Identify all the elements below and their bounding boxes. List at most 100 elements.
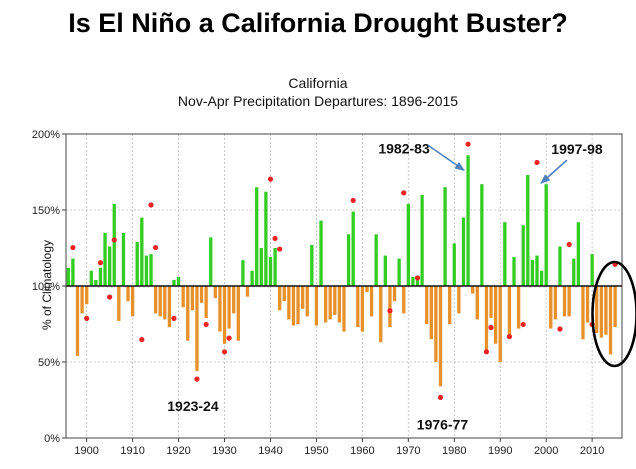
- bar-1935: [245, 286, 250, 297]
- bar-1981: [457, 286, 461, 314]
- bar-1925: [199, 286, 204, 303]
- bar-1973: [420, 194, 424, 286]
- bar-1979: [448, 286, 452, 324]
- bar-1947: [300, 286, 305, 309]
- annotation-label: 1976-77: [417, 416, 469, 432]
- bar-2012: [599, 286, 603, 338]
- bar-1910: [130, 286, 135, 317]
- x-tick-label: 1970: [396, 445, 420, 457]
- bar-1963: [374, 234, 378, 286]
- bar-1926: [204, 286, 208, 318]
- bar-2014: [608, 286, 613, 355]
- el-nino-marker-1919: [171, 315, 177, 321]
- bar-1965: [383, 255, 388, 286]
- y-tick-label: 0%: [44, 433, 60, 445]
- el-nino-marker-1900: [84, 315, 90, 321]
- bar-1961: [365, 286, 369, 293]
- el-nino-marker-1995: [520, 321, 526, 328]
- el-nino-marker-1906: [111, 237, 117, 243]
- bar-2011: [595, 286, 599, 334]
- bar-1936: [250, 270, 254, 286]
- axes: 0% 50% 100% 150% 200% 1900 1910 1920 1930 1940 195…: [32, 129, 623, 457]
- x-tick-label: 1990: [488, 445, 512, 457]
- el-nino-marker-2003: [557, 326, 563, 332]
- y-tick-label: 50%: [38, 357, 60, 369]
- bar-1918: [167, 286, 172, 328]
- el-nino-marker-1998: [534, 159, 540, 166]
- el-nino-marker-1924: [194, 376, 200, 382]
- el-nino-marker-1983: [465, 141, 471, 147]
- el-nino-marker-1987: [483, 349, 490, 355]
- bar-1906: [112, 203, 116, 286]
- bar-2004: [562, 286, 567, 317]
- x-tick-label: 1950: [304, 445, 328, 457]
- el-nino-marker-1926: [203, 321, 209, 328]
- bar-1914: [149, 254, 153, 286]
- bar-1952: [323, 286, 328, 323]
- bar-1909: [126, 286, 130, 302]
- y-tick-label: 100%: [32, 281, 60, 293]
- bar-1932: [232, 286, 236, 314]
- bar-1998: [535, 255, 539, 286]
- bar-1911: [135, 241, 139, 286]
- bar-1991: [503, 222, 507, 286]
- bar-1934: [241, 260, 245, 286]
- bar-1999: [539, 270, 544, 286]
- bar-1946: [296, 286, 300, 324]
- el-nino-markers: [70, 141, 618, 400]
- bar-1975: [429, 286, 433, 340]
- annotation-arrow: [427, 144, 465, 171]
- annotations: 1923-24 1976-77 1982-83 1997-98: [167, 140, 636, 432]
- bar-1988: [489, 286, 493, 318]
- bar-1920: [176, 276, 181, 286]
- bar-2008: [581, 286, 585, 340]
- bar-2015: [613, 286, 617, 328]
- bar-1927: [209, 237, 213, 286]
- bar-1987: [484, 286, 489, 352]
- el-nino-marker-1988: [488, 324, 494, 331]
- bar-1951: [319, 220, 323, 286]
- bar-1897: [71, 258, 75, 286]
- bar-1899: [80, 286, 84, 314]
- bar-1913: [144, 255, 149, 286]
- bar-1969: [402, 286, 406, 314]
- bar-1970: [406, 203, 410, 286]
- bar-1902: [94, 279, 98, 286]
- bar-1957: [346, 234, 351, 286]
- bar-1916: [158, 286, 162, 317]
- bar-1923: [190, 286, 195, 311]
- bar-1972: [415, 278, 420, 286]
- bar-1984: [471, 286, 475, 294]
- annotation-arrow: [540, 159, 568, 184]
- bar-1907: [117, 286, 121, 321]
- bar-1939: [264, 191, 268, 286]
- bar-1928: [213, 286, 217, 299]
- bars: [66, 155, 617, 387]
- bar-1971: [411, 276, 415, 286]
- bar-2007: [576, 222, 581, 286]
- bar-1986: [480, 184, 484, 286]
- bar-1908: [121, 232, 126, 286]
- bar-1967: [392, 286, 397, 302]
- bar-2006: [572, 258, 576, 286]
- bar-2002: [553, 286, 558, 320]
- el-nino-marker-1931: [226, 335, 232, 341]
- y-tick-label: 150%: [32, 205, 60, 217]
- bar-1956: [342, 286, 346, 332]
- bar-1958: [351, 211, 355, 286]
- bar-1904: [103, 232, 107, 286]
- bar-1968: [397, 258, 401, 286]
- annotation-label: 1982-83: [378, 140, 430, 156]
- bar-1974: [425, 286, 429, 324]
- bar-1931: [227, 286, 231, 329]
- el-nino-marker-1972: [414, 275, 421, 281]
- bar-1960: [360, 286, 365, 332]
- bar-1992: [507, 286, 512, 338]
- el-nino-marker-1905: [107, 294, 113, 300]
- bar-1917: [163, 286, 167, 320]
- bar-1945: [291, 286, 296, 326]
- bar-1930: [222, 286, 227, 344]
- bar-1980: [452, 243, 456, 286]
- bar-1933: [236, 286, 240, 341]
- bar-1942: [278, 286, 282, 311]
